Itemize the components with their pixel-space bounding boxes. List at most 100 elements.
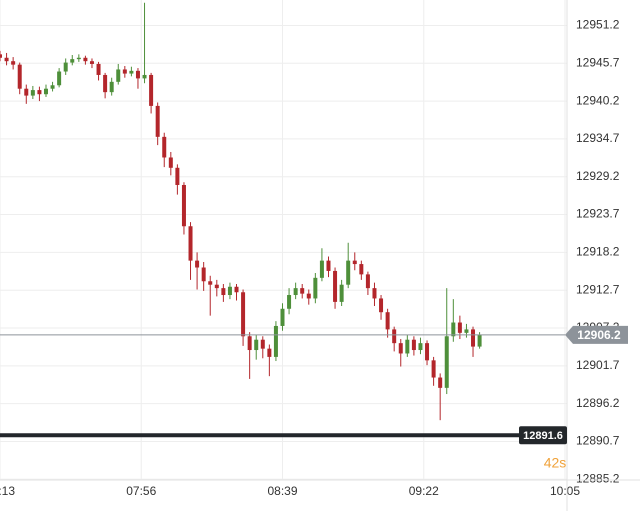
candle-body [425, 343, 430, 361]
y-tick-label: 12901.7 [576, 358, 620, 372]
y-tick-label: 12896.2 [576, 396, 620, 410]
price-tag [565, 325, 628, 344]
candle-body [214, 284, 219, 289]
candle-body [155, 105, 160, 137]
candle-body [109, 81, 114, 93]
candle-body [149, 74, 154, 106]
candle-body [195, 260, 200, 268]
candle-body [326, 260, 331, 271]
candle-body [168, 157, 173, 168]
candle-body [451, 322, 456, 337]
candle-body [96, 63, 101, 75]
candle-body [83, 57, 88, 62]
candle-body [313, 277, 318, 299]
candle-body [175, 167, 180, 185]
candle-body [398, 343, 403, 354]
candle-body [24, 88, 29, 96]
candle-body [116, 69, 121, 82]
candle-body [70, 59, 75, 63]
candle-body [103, 74, 108, 93]
candle-body [352, 260, 357, 265]
candle-body [227, 286, 232, 296]
candle-body [405, 339, 410, 354]
candle-body [431, 360, 436, 378]
candle-body [201, 267, 206, 282]
candle-body [300, 288, 305, 294]
candle-body [142, 74, 147, 79]
y-tick-label: 12945.7 [576, 55, 620, 69]
candle-body [444, 336, 449, 388]
y-tick-label: 12929.2 [576, 169, 620, 183]
candle-body [438, 377, 443, 388]
candle-body [260, 339, 265, 349]
y-tick-label: 12885.2 [576, 471, 620, 485]
candle-body [254, 339, 259, 351]
candle-body [188, 226, 193, 261]
y-tick-label: 12912.7 [576, 282, 620, 296]
candle-body [379, 298, 384, 313]
x-tick-label: 07:13 [0, 484, 15, 498]
candle-body [385, 312, 390, 330]
candle-body [11, 61, 16, 65]
candle-body [333, 270, 338, 302]
countdown: 42s [544, 455, 567, 471]
candles [0, 2, 482, 421]
candle-body [273, 325, 278, 357]
candle-body [464, 329, 469, 333]
candle-body [89, 61, 94, 64]
candle-body [181, 184, 186, 227]
candle-body [287, 295, 292, 309]
x-tick-label: 08:39 [267, 484, 297, 498]
candle-body [208, 281, 213, 285]
candle-body [372, 288, 377, 299]
candle-body [135, 70, 140, 79]
candle-body [37, 90, 42, 95]
level-label: 12891.6 [523, 430, 563, 442]
candle-body [346, 260, 351, 285]
y-tick-label: 12934.7 [576, 131, 620, 145]
candle-body [63, 62, 68, 72]
candle-body [280, 308, 285, 326]
y-tick-label: 12923.7 [576, 207, 620, 221]
y-tick-label: 12890.7 [576, 434, 620, 448]
candle-body [30, 90, 35, 96]
candle-body [57, 71, 62, 86]
candle-body [247, 336, 252, 351]
candle-body [267, 348, 272, 357]
candle-body [43, 88, 48, 95]
candle-body [339, 284, 344, 302]
candle-body [392, 329, 397, 344]
candle-body [457, 322, 462, 333]
x-tick-label: 09:22 [409, 484, 439, 498]
candle-body [221, 288, 226, 296]
candle-body [234, 286, 239, 293]
x-tick-label: 07:56 [126, 484, 156, 498]
candle-body [122, 69, 127, 74]
y-tick-label: 12951.2 [576, 18, 620, 32]
candle-body [4, 57, 9, 62]
y-tick-label: 12940.2 [576, 93, 620, 107]
candle-body [306, 293, 311, 299]
candle-body [129, 70, 134, 74]
candle-body [293, 288, 298, 296]
level-tag [519, 426, 567, 445]
candle-body [50, 85, 55, 89]
x-tick-label: 10:05 [550, 484, 580, 498]
candle-body [365, 274, 370, 289]
candle-body [162, 136, 167, 158]
candle-body [0, 54, 2, 58]
candle-body [76, 57, 81, 60]
candle-body [477, 334, 482, 347]
candle-body [411, 339, 416, 351]
candle-body [241, 292, 246, 337]
candle-body [418, 343, 423, 351]
candle-body [17, 64, 22, 89]
overlays: 12891.6 12906.2 42s [0, 325, 628, 471]
candle-body [359, 264, 364, 275]
price-label: 12906.2 [577, 328, 621, 342]
y-tick-label: 12918.2 [576, 245, 620, 259]
candle-body [319, 260, 324, 278]
candle-body [471, 329, 476, 347]
